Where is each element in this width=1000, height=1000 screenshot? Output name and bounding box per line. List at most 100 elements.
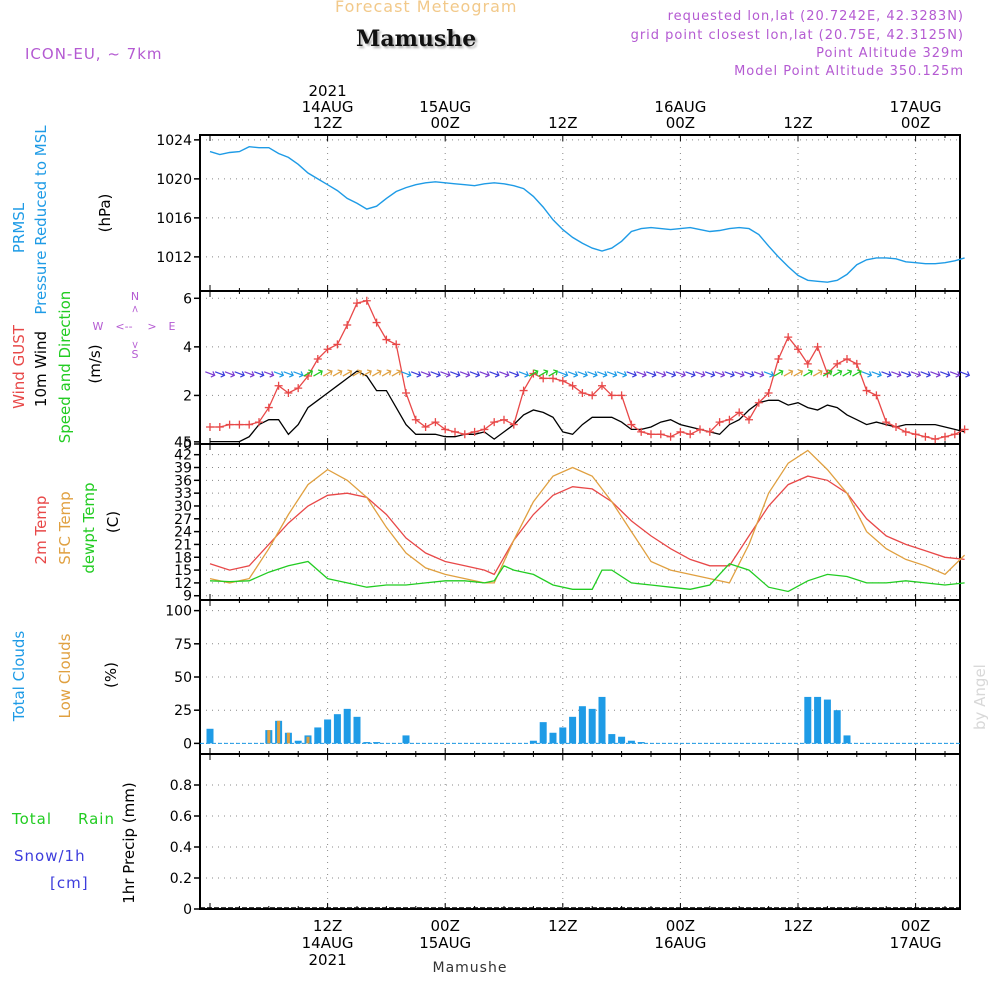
- gust-marker: [411, 415, 420, 424]
- wind-arrow: [852, 369, 862, 377]
- wind-arrow-shape: [773, 369, 784, 377]
- wind-arrow: [675, 371, 686, 378]
- time-label-bottom: 16AUG: [654, 934, 706, 952]
- y-tick-label: 0.4: [170, 840, 192, 856]
- y-tick-label: 1016: [156, 211, 192, 227]
- wind-arrow-shape: [273, 371, 285, 378]
- pressure-unit: (hPa): [96, 194, 114, 233]
- wind-arrow-shape: [459, 371, 471, 378]
- gust-marker: [245, 420, 254, 429]
- wind-arrow: [508, 371, 520, 378]
- y-tick-label: 21: [174, 537, 192, 553]
- total-cloud-bar: [843, 735, 851, 744]
- wind-arrow: [793, 369, 804, 377]
- time-label-top: 12Z: [783, 114, 812, 132]
- wind-arrow-shape: [753, 371, 765, 378]
- gust-marker: [725, 415, 734, 424]
- gust-marker: [588, 391, 597, 400]
- wind-arrow: [528, 369, 539, 377]
- gust-marker: [519, 386, 528, 395]
- gust-marker: [637, 427, 646, 436]
- y-tick-label: 30: [174, 499, 192, 515]
- wind-arrow-shape: [577, 371, 588, 378]
- wind-arrow-shape: [812, 369, 823, 377]
- credit-watermark: by Angel: [971, 664, 989, 730]
- wind-arrow: [891, 371, 902, 378]
- gust-marker: [617, 391, 626, 400]
- wind-arrow: [273, 371, 285, 378]
- wind-arrow: [763, 371, 775, 378]
- y-tick-label: 25: [174, 703, 192, 719]
- gust-marker: [627, 420, 636, 429]
- precip-rain-label: Rain: [78, 810, 115, 828]
- gust-marker: [686, 430, 695, 439]
- total-cloud-bar: [578, 706, 586, 744]
- model-altitude: Model Point Altitude 350.125m: [734, 64, 964, 79]
- gust-marker: [255, 418, 263, 427]
- wind-arrow: [724, 371, 735, 378]
- wind-unit: (m/s): [86, 344, 104, 383]
- wind-arrow-shape: [616, 371, 628, 378]
- low-cloud-bar: [286, 732, 290, 744]
- gust-marker: [333, 340, 342, 349]
- wind-arrow-shape: [871, 371, 882, 378]
- time-label-top: 12Z: [548, 114, 577, 132]
- wind-arrow-shape: [420, 371, 432, 378]
- wind-arrow: [626, 371, 637, 378]
- y-tick-label: 12: [174, 576, 192, 592]
- dewpt-line: [209, 560, 965, 593]
- wind-arrow: [597, 371, 608, 378]
- gust-marker: [480, 425, 489, 434]
- gust-marker: [813, 342, 822, 351]
- wind-arrow-shape: [254, 371, 265, 378]
- wind-arrow: [244, 371, 255, 378]
- wind-arrow: [362, 369, 372, 377]
- time-label-top: 14AUG: [302, 98, 354, 116]
- wind-arrow: [655, 371, 667, 378]
- wind-arrow: [567, 371, 579, 378]
- wind-arrow: [440, 371, 451, 378]
- wind-arrow-shape: [675, 371, 686, 378]
- panel-frame: [199, 753, 961, 910]
- wind-arrow: [949, 371, 961, 378]
- wind-arrow-shape: [900, 371, 912, 378]
- wind-arrow-shape: [685, 371, 696, 378]
- wind-arrow: [214, 371, 226, 378]
- wind-arrow: [499, 371, 510, 378]
- wind-arrow-shape: [842, 369, 853, 377]
- gust-marker: [549, 374, 557, 383]
- wind-arrow: [822, 369, 833, 377]
- gust-marker: [284, 389, 293, 397]
- gust-marker: [490, 418, 499, 427]
- wind-arrow-shape: [881, 371, 892, 378]
- y-tick-label: 100: [165, 604, 192, 620]
- station-title: Mamushe: [356, 26, 477, 52]
- gust-marker: [911, 430, 920, 439]
- gust-marker: [862, 386, 871, 395]
- total-cloud-bar: [823, 699, 831, 744]
- gust-marker: [735, 408, 744, 417]
- wind-arrow-shape: [626, 371, 637, 378]
- gust-marker: [353, 299, 361, 308]
- y-tick-label: 18: [174, 550, 192, 566]
- panel-precip: 0 0.2 0.4 0.6 0.8: [170, 753, 961, 918]
- time-label-top: 2021: [309, 82, 347, 100]
- time-label-bottom: 00Z: [901, 917, 930, 935]
- total-cloud-bar: [363, 742, 371, 744]
- gust-label: Wind GUST: [10, 324, 28, 409]
- low-cloud-bar: [267, 730, 271, 744]
- wind-arrow: [342, 369, 353, 377]
- wind-arrow-shape: [959, 371, 971, 378]
- gust-marker: [774, 355, 783, 363]
- wind-arrow-shape: [313, 369, 323, 377]
- time-label-top: 00Z: [431, 114, 460, 132]
- wind-arrow-shape: [930, 371, 941, 378]
- total-cloud-bar: [206, 728, 214, 744]
- total-cloud-bar: [333, 714, 341, 744]
- wind-arrow: [910, 371, 922, 378]
- wind-arrow: [734, 371, 745, 378]
- wind-arrow-shape: [695, 371, 706, 378]
- y-tick-label: 0: [183, 736, 192, 752]
- wind-arrow-shape: [832, 369, 843, 377]
- gust-marker: [500, 415, 508, 424]
